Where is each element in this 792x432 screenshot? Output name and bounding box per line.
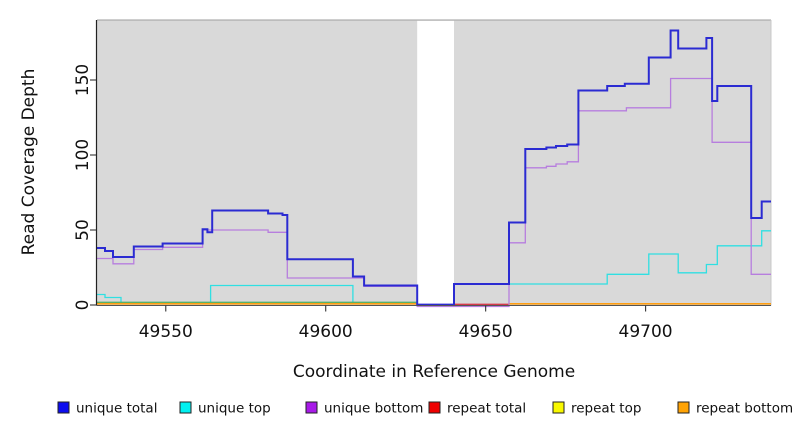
legend-label: repeat bottom — [696, 401, 792, 417]
x-tick-label: 49600 — [299, 322, 353, 342]
legend-label: repeat total — [447, 401, 526, 417]
x-axis-label: Coordinate in Reference Genome — [293, 362, 575, 382]
legend-swatch-repeat-bottom — [677, 401, 690, 414]
plot-panel-group — [97, 19, 772, 306]
series-line-unique-bottom — [97, 77, 771, 308]
y-axis-label: Read Coverage Depth — [19, 69, 39, 256]
legend-swatch-unique-top — [179, 401, 192, 414]
series-group — [97, 29, 771, 308]
legend-label: repeat top — [571, 401, 641, 417]
x-tick-label: 49550 — [139, 322, 193, 342]
legend-item-unique-bottom: unique bottom — [305, 401, 423, 417]
legend-swatch-repeat-total — [428, 401, 441, 414]
axis-labels-group: Coordinate in Reference Genome Read Cove… — [19, 69, 575, 382]
y-tick-label: 0 — [73, 300, 93, 311]
axes-group: 49550 49600 49650 49700 0 50 100 150 — [73, 20, 771, 342]
legend-item-unique-total: unique total — [57, 401, 157, 417]
legend-label: unique total — [76, 401, 157, 417]
x-tick-label: 49650 — [459, 322, 513, 342]
no-data-gap — [417, 20, 454, 306]
legend-item-repeat-total: repeat total — [428, 401, 526, 417]
x-tick-label: 49700 — [619, 322, 673, 342]
series-line-unique-total — [97, 29, 771, 306]
legend-swatch-repeat-top — [552, 401, 565, 414]
legend-swatch-unique-bottom — [305, 401, 318, 414]
y-tick-label: 50 — [73, 219, 93, 241]
legend-label: unique bottom — [324, 401, 423, 417]
y-tick-label: 100 — [73, 139, 93, 171]
legend-label: unique top — [198, 401, 271, 417]
legend-swatch-unique-total — [57, 401, 70, 414]
legend-item-repeat-bottom: repeat bottom — [677, 401, 792, 417]
legend-item-repeat-top: repeat top — [552, 401, 641, 417]
legend-item-unique-top: unique top — [179, 401, 271, 417]
chart-legend: unique total unique top unique bottom repea… — [57, 401, 792, 417]
y-tick-label: 150 — [73, 64, 93, 96]
